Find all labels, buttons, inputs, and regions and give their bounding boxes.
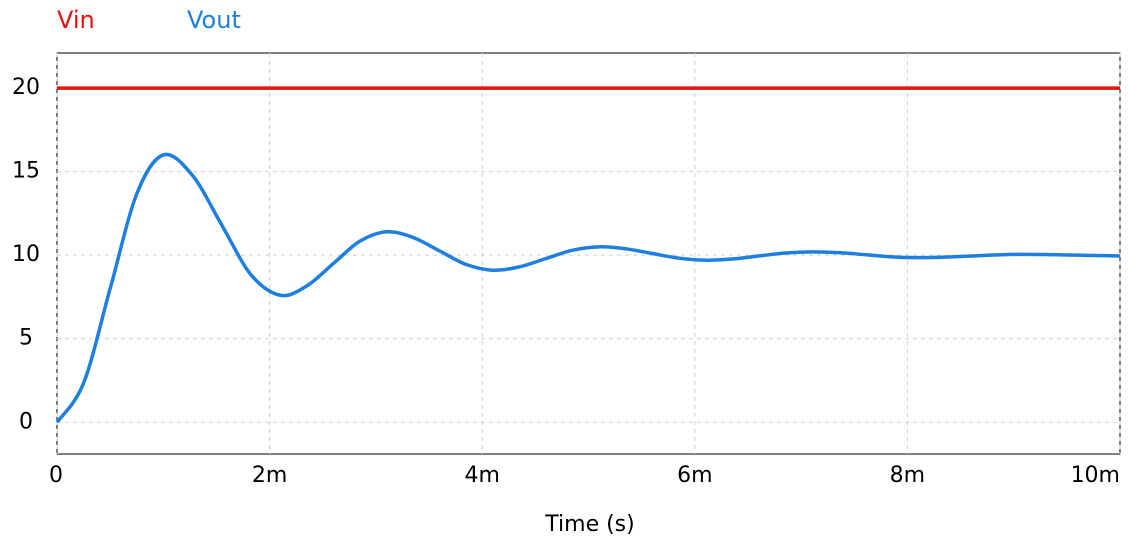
x-tick-label: 6m <box>677 463 712 488</box>
y-tick-label: 15 <box>12 159 40 184</box>
plot-frame <box>56 52 1121 455</box>
x-tick-label: 8m <box>890 463 925 488</box>
legend-entry: Vout <box>187 6 241 34</box>
legend-entry: Vin <box>57 6 95 34</box>
x-tick-label: 2m <box>252 463 287 488</box>
x-tick-label: 10m <box>1071 463 1120 488</box>
y-tick-label: 10 <box>12 242 40 267</box>
x-axis-label: Time (s) <box>544 512 634 537</box>
series-line <box>55 152 1121 424</box>
y-tick-label: 0 <box>19 409 33 434</box>
x-tick-label: 0 <box>49 463 63 488</box>
y-tick-label: 20 <box>12 75 40 100</box>
y-tick-label: 5 <box>19 326 33 351</box>
x-tick-label: 4m <box>464 463 499 488</box>
